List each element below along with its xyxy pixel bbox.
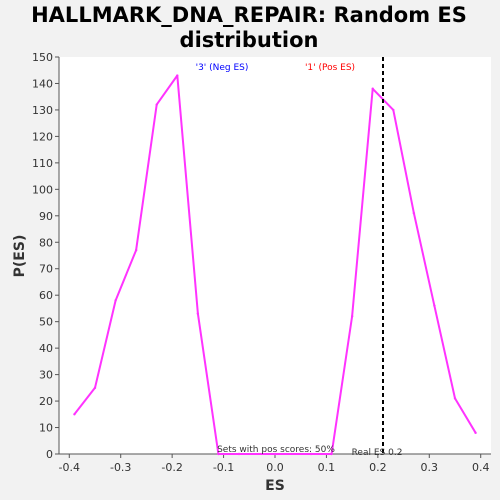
real-es-label: Real ES 0.2 [352, 448, 403, 458]
y-tick-label: 30 [39, 369, 53, 382]
pos-es-label: '1' (Pos ES) [305, 63, 355, 73]
x-axis-ticks: -0.4 -0.3 -0.2 -0.1 0.0 0.1 0.2 0.3 0.4 [59, 454, 490, 474]
x-tick-label: 0.1 [318, 461, 336, 474]
y-tick-label: 150 [32, 51, 53, 64]
data-point [273, 452, 277, 456]
x-tick-label: 0.4 [472, 461, 490, 474]
data-point [196, 312, 200, 315]
y-tick-label: 110 [32, 157, 53, 170]
y-axis-ticks: 0 10 20 30 40 50 60 70 80 90 100 110 120 130 140 150 [32, 51, 59, 461]
y-tick-label: 40 [39, 342, 53, 355]
data-point [474, 431, 477, 435]
data-point [114, 299, 117, 302]
plot-area [59, 57, 491, 454]
pos-scores-label: Sets with pos scores: 50% [217, 445, 335, 455]
y-tick-label: 120 [32, 130, 53, 143]
y-tick-label: 130 [32, 104, 53, 117]
y-tick-label: 60 [39, 289, 53, 302]
data-point [371, 87, 374, 90]
y-tick-label: 20 [39, 395, 53, 408]
series-layer [73, 74, 477, 456]
x-tick-label: -0.4 [59, 461, 80, 474]
x-tick-label: -0.2 [161, 461, 182, 474]
data-point [73, 413, 76, 416]
data-point [134, 249, 138, 252]
data-point [309, 452, 313, 456]
data-point [412, 211, 416, 215]
y-tick-label: 100 [32, 183, 53, 196]
x-tick-label: -0.1 [213, 461, 234, 474]
y-tick-label: 0 [46, 448, 53, 461]
data-point [155, 103, 158, 106]
y-tick-label: 90 [39, 210, 53, 223]
data-point [176, 74, 179, 77]
data-point [330, 452, 333, 456]
y-tick-label: 80 [39, 236, 53, 249]
x-tick-label: 0.0 [266, 461, 284, 474]
data-point [93, 386, 97, 390]
x-axis-label: ES [265, 478, 285, 494]
data-point [433, 304, 436, 307]
y-axis-label: P(ES) [12, 235, 28, 278]
x-tick-label: -0.3 [110, 461, 131, 474]
data-point [237, 452, 241, 456]
x-tick-label: 0.2 [369, 461, 387, 474]
y-tick-label: 10 [39, 422, 53, 435]
data-point [392, 108, 395, 112]
data-point [350, 315, 354, 318]
y-tick-label: 50 [39, 316, 53, 329]
data-point [217, 452, 220, 456]
chart-title-line-2: distribution [180, 28, 319, 52]
chart-title-line-1: HALLMARK_DNA_REPAIR: Random ES [31, 3, 467, 27]
y-tick-label: 70 [39, 263, 53, 276]
data-point [453, 397, 457, 400]
x-tick-label: 0.3 [421, 461, 439, 474]
y-tick-label: 140 [32, 77, 53, 90]
neg-es-label: '3' (Neg ES) [196, 63, 249, 73]
